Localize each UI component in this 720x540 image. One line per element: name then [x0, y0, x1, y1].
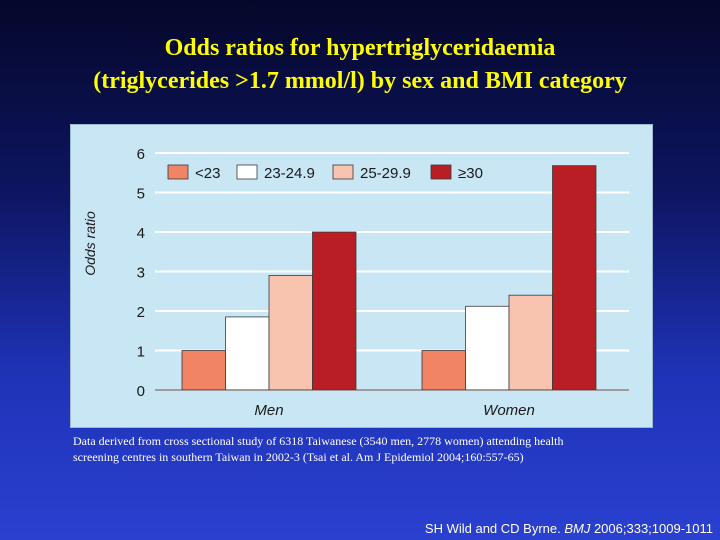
- legend-swatch: [332, 164, 354, 180]
- bar-women-series-0: [421, 350, 466, 391]
- y-tick-label: 0: [137, 383, 145, 400]
- legend-swatch: [236, 164, 258, 180]
- y-axis-title: Odds ratio: [82, 211, 98, 276]
- bar-chart: 0 1 2 3 4 5 6 Odds ratio Men Women <23 23-24.9 25-2…: [82, 146, 629, 419]
- y-tick-label: 4: [137, 225, 145, 242]
- chart-panel: 0 1 2 3 4 5 6 Odds ratio Men Women <23 23-24.9 25-2…: [70, 124, 653, 428]
- legend-swatch: [430, 164, 452, 180]
- y-tick-label: 5: [137, 186, 145, 203]
- note-line-1: Data derived from cross sectional study …: [73, 434, 564, 448]
- slide-title: Odds ratios for hypertriglyceridaemia (t…: [0, 32, 720, 98]
- citation-journal: BMJ: [564, 521, 591, 536]
- legend: <23 23-24.9 25-29.9 ≥30: [167, 164, 483, 182]
- legend-label: 23-24.9: [264, 165, 315, 182]
- note-line-2: screening centres in southern Taiwan in …: [73, 450, 524, 464]
- bar-men-series-3: [312, 231, 357, 391]
- bars: [181, 165, 597, 391]
- bar-men-series-2: [268, 275, 313, 391]
- title-line-2: (triglycerides >1.7 mmol/l) by sex and B…: [93, 68, 627, 94]
- bar-women-series-3: [552, 165, 597, 391]
- x-category-label: Men: [254, 402, 283, 419]
- bar-men-series-0: [181, 350, 226, 391]
- x-category-label: Women: [483, 402, 535, 419]
- axes: 0 1 2 3 4 5 6 Odds ratio Men Women: [82, 146, 629, 419]
- title-line-1: Odds ratios for hypertriglyceridaemia: [164, 35, 556, 61]
- y-tick-label: 3: [137, 265, 145, 282]
- y-tick-label: 2: [137, 304, 145, 321]
- data-source-note: Data derived from cross sectional study …: [73, 433, 673, 465]
- citation-authors: SH Wild and CD Byrne.: [424, 521, 565, 536]
- bar-women-series-2: [508, 294, 553, 391]
- y-tick-label: 1: [137, 344, 145, 361]
- bar-women-series-1: [465, 305, 510, 391]
- legend-label: <23: [195, 165, 220, 182]
- citation-ref: 2006;333;1009-1011: [590, 521, 713, 536]
- legend-label: ≥30: [458, 165, 483, 182]
- citation: SH Wild and CD Byrne. BMJ 2006;333;1009-…: [425, 521, 713, 536]
- bar-men-series-1: [225, 316, 270, 391]
- legend-label: 25-29.9: [360, 165, 411, 182]
- legend-swatch: [167, 164, 189, 180]
- y-tick-label: 6: [137, 146, 145, 163]
